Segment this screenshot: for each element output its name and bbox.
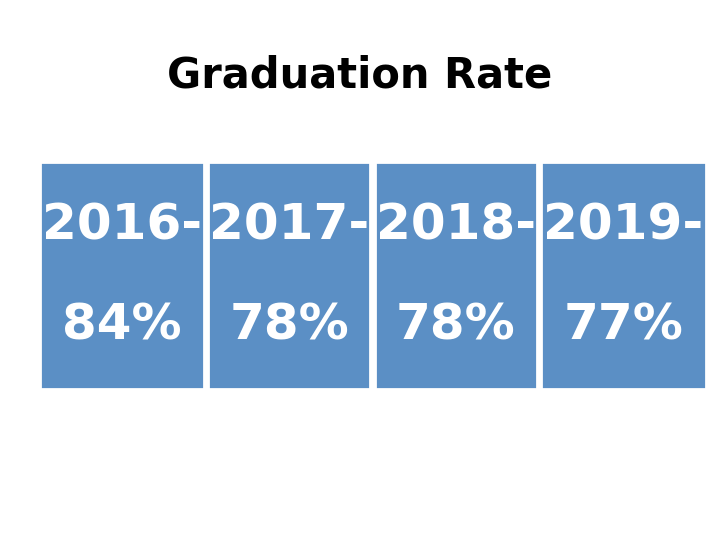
Text: Graduation Rate: Graduation Rate bbox=[167, 54, 553, 96]
FancyBboxPatch shape bbox=[208, 162, 370, 389]
Text: 78%: 78% bbox=[230, 301, 349, 349]
Text: 2019-: 2019- bbox=[544, 201, 703, 249]
Text: 77%: 77% bbox=[564, 301, 683, 349]
Text: 2018-: 2018- bbox=[376, 201, 536, 249]
Text: 84%: 84% bbox=[62, 301, 181, 349]
FancyBboxPatch shape bbox=[375, 162, 537, 389]
FancyBboxPatch shape bbox=[541, 162, 706, 389]
FancyBboxPatch shape bbox=[40, 162, 204, 389]
Text: 2016-: 2016- bbox=[42, 201, 202, 249]
Text: 2017-: 2017- bbox=[210, 201, 369, 249]
Text: 78%: 78% bbox=[396, 301, 516, 349]
